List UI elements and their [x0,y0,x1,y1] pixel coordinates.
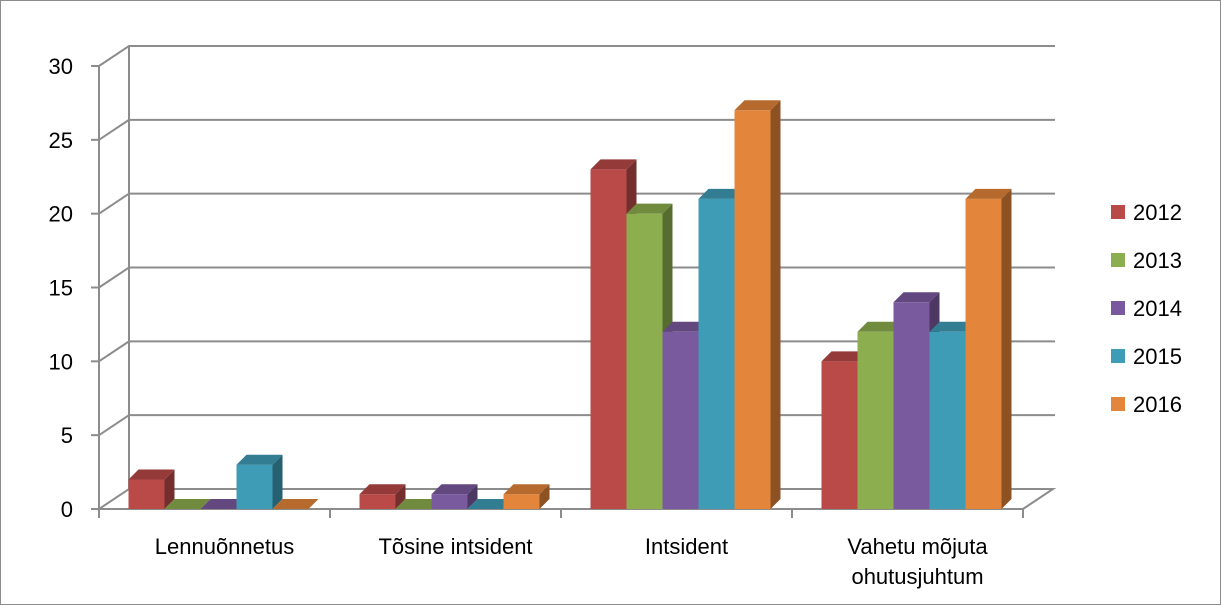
legend-swatch [1111,253,1125,267]
bar-front [857,331,894,509]
y-tick-label: 20 [49,202,73,227]
legend-label: 2014 [1133,296,1182,321]
bar-side [467,484,478,509]
bar-front [734,110,771,510]
legend-item: 2015 [1111,344,1182,369]
legend-label: 2012 [1133,200,1182,225]
x-axis: Lennuõnnetus Tõsine intsident Intsident Vah… [98,509,1024,589]
y-tick-label: 30 [49,54,73,79]
bar [359,484,406,509]
x-tick-label: Tõsine intsident [378,534,532,559]
gridline [98,192,1055,215]
bars [128,100,1012,510]
bar [164,499,211,509]
x-tick-label: Lennuõnnetus [155,534,294,559]
legend-label: 2013 [1133,248,1182,273]
bar-side [395,484,406,509]
bar-top [626,203,673,214]
bar-front [359,494,396,509]
legend-swatch [1111,349,1125,363]
bar-top [164,499,211,509]
y-axis: 0 5 10 15 20 25 30 [49,54,99,522]
bar-front [965,198,1002,509]
legend-item: 2012 [1111,200,1182,225]
bar-side [539,484,550,509]
x-tick-label: Vahetu mõjuta ohutusjuhtum [847,534,988,589]
bar-top [395,499,442,509]
legend: 2012 2013 2014 2015 2016 [1111,200,1182,417]
bar-top [272,499,319,509]
bar-front [698,198,735,509]
bar [965,188,1012,509]
bar [200,499,247,509]
bar-front [590,169,627,509]
bar-side [164,469,175,509]
bar-side [770,100,781,510]
y-tick-label: 25 [49,128,73,153]
bar-front [128,479,165,509]
y-tick-label: 5 [61,423,73,448]
bar-top [467,499,514,509]
bar [395,499,442,509]
bar-top [821,351,868,362]
legend-swatch [1111,301,1125,315]
gridline [98,45,1055,67]
y-tick-label: 10 [49,349,73,374]
bar-front [236,464,273,509]
bar-top [128,469,175,480]
bar-top [590,159,637,170]
bar-top [236,454,283,465]
bar-top [431,484,478,495]
bar [467,499,514,509]
legend-item: 2013 [1111,248,1182,273]
legend-item: 2016 [1111,392,1182,417]
bar-top [200,499,247,509]
bar [236,454,283,509]
bar-top [662,321,709,332]
bar-front [662,331,699,509]
y-tick-label: 0 [61,497,73,522]
legend-label: 2016 [1133,392,1182,417]
y-tick-label: 15 [49,276,73,301]
gridline [98,266,1055,289]
bar-front [893,302,930,509]
legend-swatch [1111,205,1125,219]
legend-swatch [1111,397,1125,411]
legend-label: 2015 [1133,344,1182,369]
bar-front [929,331,966,509]
bar-side [272,454,283,509]
bar-top [893,292,940,303]
bar-top [503,484,550,495]
bar-top [698,188,745,199]
bar-front [503,494,540,509]
bar-front [821,361,858,509]
bar [734,100,781,510]
legend-item: 2014 [1111,296,1182,321]
bar [272,499,319,509]
gridline [98,118,1055,141]
bar-top [734,100,781,111]
bar-top [359,484,406,495]
bar [503,484,550,509]
x-tick-label: Intsident [645,534,728,559]
bar-front [431,494,468,509]
bar [128,469,175,509]
bar-top [929,321,976,332]
bar-side [1001,188,1012,509]
gridlines [98,45,1055,436]
bar [431,484,478,509]
bar-top [965,188,1012,199]
bar-top [857,321,904,332]
bar-front [626,213,663,509]
